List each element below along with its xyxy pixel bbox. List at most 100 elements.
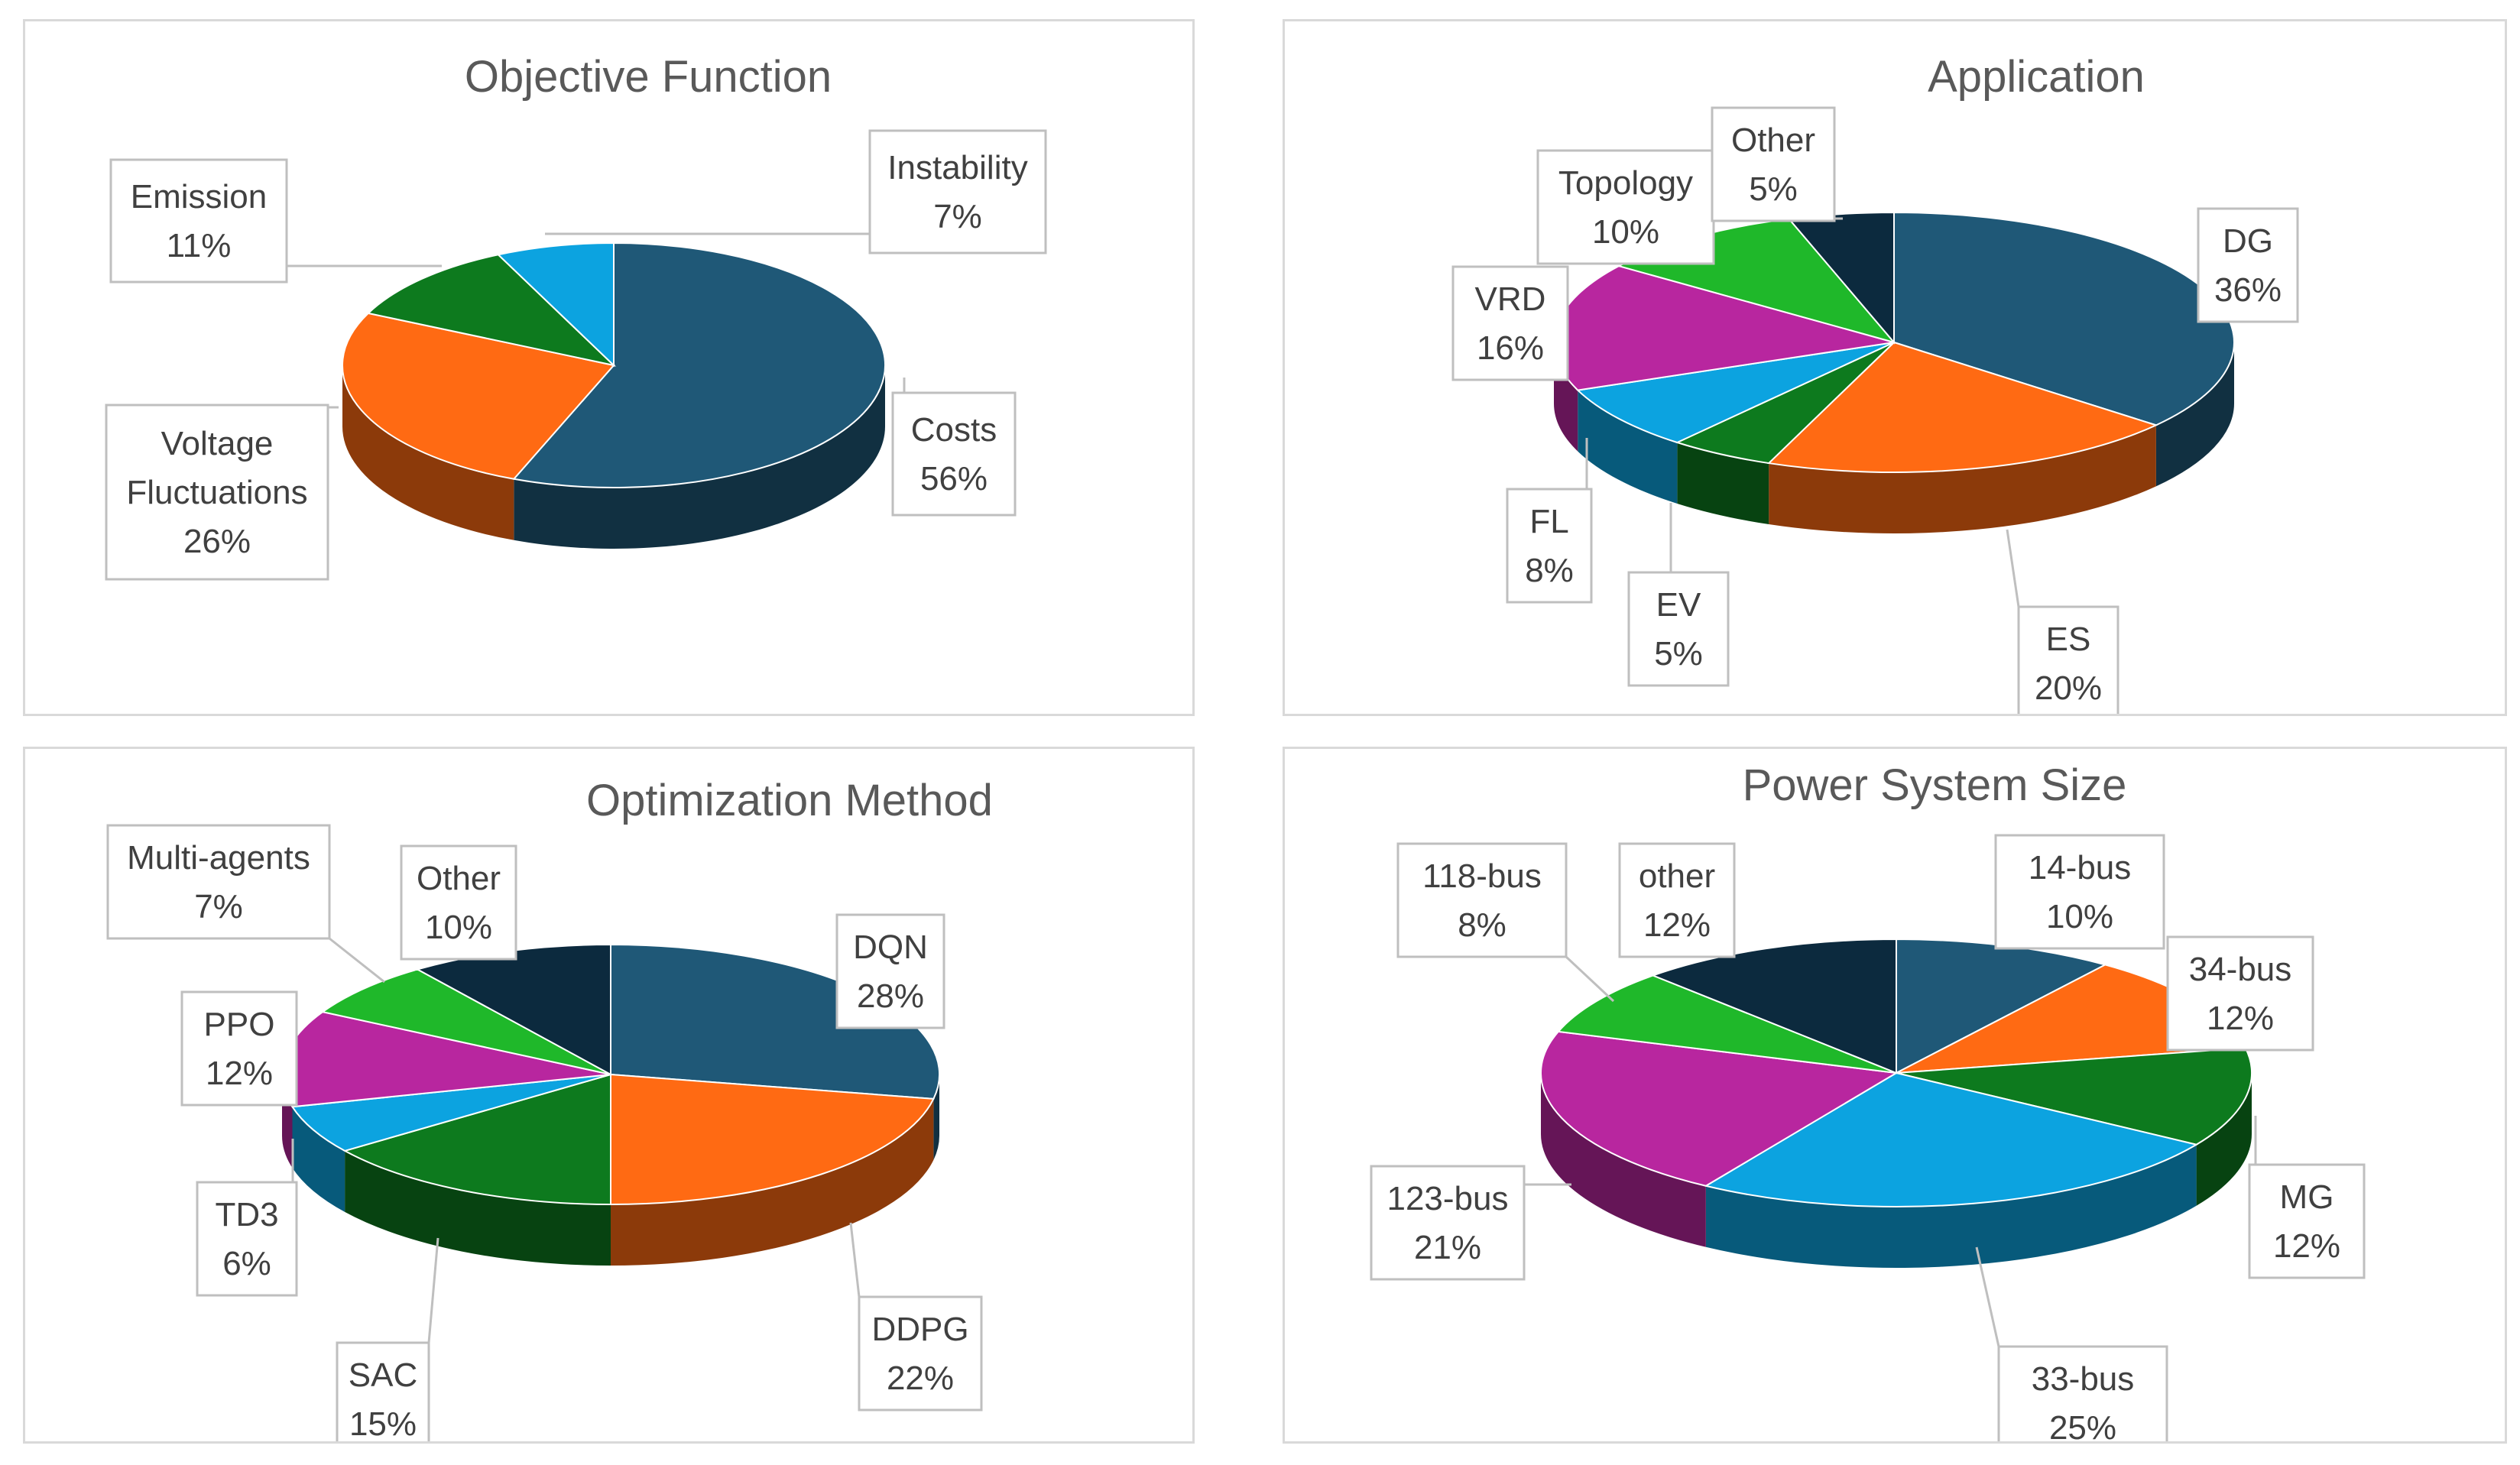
data-label-box-dg	[2197, 207, 2299, 323]
data-label-name-other: other	[1639, 857, 1715, 895]
pie-slice-td3	[290, 1074, 611, 1152]
pie-chart-svg: Optimization Method DQN 28% DDPG 22% SAC 15% T…	[106, 776, 993, 1441]
pie-slice-emission	[366, 254, 617, 367]
pie-side-ddpg	[611, 1098, 934, 1266]
leader-line-es	[2006, 529, 2020, 608]
pie-slice-123-bus	[1540, 1030, 1899, 1187]
data-label-name-123-bus: 123-bus	[1386, 1180, 1508, 1217]
data-label-name-vrd: VRD	[1475, 280, 1546, 318]
data-label-box-vrd	[1451, 265, 1569, 381]
chart-panel-application: Application DG 36% ES 20% EV 5% FL 8% VRD 16% Topo…	[1283, 19, 2507, 716]
data-label-pct-34-bus: 12%	[2207, 1000, 2274, 1037]
data-label-box-33-bus	[1997, 1345, 2168, 1441]
data-label-box-ppo	[180, 990, 298, 1107]
pie-side-voltage-fluctuations	[342, 365, 514, 540]
pie-side-td3	[292, 1107, 345, 1212]
pie-side-33-bus	[1705, 1144, 2197, 1268]
data-label-box-other	[1618, 842, 1736, 958]
chart-panel-optimization-method: Optimization Method DQN 28% DDPG 22% SAC 15% T…	[23, 747, 1195, 1444]
data-label-name-multi-agents: Multi-agents	[127, 839, 310, 877]
data-label-name-emission: Emission	[131, 178, 268, 216]
data-label-box-instability	[868, 129, 1047, 254]
data-label-name-voltage-fluctuations: Fluctuations	[126, 474, 307, 511]
data-label-pct-other: 12%	[1643, 906, 1711, 944]
chart-panel-objective-function: Objective Function Costs 56% Voltage Fluctu…	[23, 19, 1195, 716]
data-label-pct-dg: 36%	[2214, 271, 2282, 309]
data-label-pct-ddpg: 22%	[887, 1360, 954, 1397]
data-label-name-14-bus: 14-bus	[2029, 849, 2132, 886]
data-label-name-fl: FL	[1529, 503, 1568, 540]
data-label-name-sac: SAC	[349, 1356, 417, 1394]
pie-slice-33-bus	[1704, 1071, 2199, 1207]
data-label-pct-instability: 7%	[933, 198, 982, 235]
data-label-pct-ev: 5%	[1654, 635, 1703, 673]
data-label-pct-other: 5%	[1749, 170, 1798, 208]
pie-slice-voltage-fluctuations	[342, 312, 615, 480]
chart-title: Objective Function	[465, 52, 832, 102]
data-label-box-other	[1711, 106, 1836, 222]
leader-line-multi-agents	[329, 937, 385, 984]
data-label-pct-dqn: 28%	[857, 977, 924, 1015]
data-label-pct-ppo: 12%	[206, 1055, 273, 1092]
data-label-pct-118-bus: 8%	[1458, 906, 1506, 944]
pie-slice-ddpg	[610, 1073, 935, 1206]
data-label-name-other: Other	[417, 860, 501, 897]
data-label-pct-emission: 11%	[167, 227, 232, 264]
pie-side-ev	[1677, 442, 1769, 525]
pie-chart-svg: Application DG 36% ES 20% EV 5% FL 8% VRD 16% Topo…	[1451, 52, 2299, 714]
data-label-pct-33-bus: 25%	[2049, 1409, 2116, 1441]
data-label-name-33-bus: 33-bus	[2032, 1360, 2135, 1398]
pie-chart-svg: Power System Size 14-bus 10% 34-bus 12% MG 12…	[1370, 760, 2366, 1441]
data-label-name-ppo: PPO	[204, 1006, 275, 1043]
data-label-pct-14-bus: 10%	[2046, 898, 2113, 935]
data-label-box-118-bus	[1396, 842, 1568, 958]
data-label-name-34-bus: 34-bus	[2189, 951, 2292, 988]
data-label-box-topology	[1536, 149, 1715, 265]
data-label-box-34-bus	[2166, 935, 2314, 1052]
pie-slice-other	[1650, 938, 1897, 1074]
data-label-box-sac	[336, 1341, 430, 1441]
data-label-name-118-bus: 118-bus	[1422, 857, 1542, 895]
data-label-name-mg: MG	[2280, 1178, 2334, 1216]
pie-slice-fl	[1576, 342, 1895, 444]
data-label-pct-multi-agents: 7%	[194, 888, 243, 925]
leader-line-118-bus	[1565, 955, 1615, 1003]
data-label-name-es: ES	[2046, 621, 2091, 658]
data-label-pct-other: 10%	[425, 909, 492, 946]
pie-slice-mg	[1896, 1047, 2252, 1146]
pie-side-mg	[2196, 1073, 2252, 1206]
data-label-name-ev: EV	[1656, 586, 1701, 624]
data-label-box-dqn	[835, 913, 945, 1029]
data-label-pct-voltage-fluctuations: 26%	[183, 523, 251, 560]
pie-side-costs	[514, 365, 885, 549]
data-label-pct-costs: 56%	[920, 460, 988, 498]
data-label-box-mg	[2248, 1163, 2366, 1279]
chart-title: Application	[1928, 52, 2145, 102]
data-label-name-topology: Topology	[1558, 164, 1693, 202]
pie-side-fl	[1578, 390, 1678, 504]
pie-slice-instability	[496, 241, 615, 368]
pie-slice-118-bus	[1556, 974, 1897, 1074]
data-label-box-fl	[1506, 488, 1593, 604]
data-label-box-ev	[1627, 571, 1730, 687]
chart-title: Power System Size	[1743, 760, 2127, 810]
pie-chart-svg: Objective Function Costs 56% Voltage Fluctu…	[105, 52, 1047, 581]
data-label-pct-sac: 15%	[349, 1405, 417, 1441]
pie-slice-costs	[512, 241, 886, 488]
leader-line-33-bus	[1975, 1246, 2000, 1347]
pie-slice-multi-agents	[320, 968, 611, 1075]
data-label-box-123-bus	[1370, 1165, 1526, 1281]
pie-side-sac	[345, 1150, 611, 1266]
data-label-name-other: Other	[1731, 122, 1815, 159]
data-label-name-voltage-fluctuations: Voltage	[161, 425, 274, 462]
data-label-pct-fl: 8%	[1525, 552, 1574, 589]
leader-line-sac	[427, 1237, 439, 1343]
chart-title: Optimization Method	[586, 776, 993, 825]
data-label-box-voltage-fluctuations	[105, 404, 329, 581]
data-label-pct-123-bus: 21%	[1414, 1229, 1481, 1266]
data-label-name-dqn: DQN	[853, 929, 928, 966]
data-label-name-instability: Instability	[887, 149, 1027, 186]
data-label-name-dg: DG	[2223, 222, 2273, 260]
data-label-box-emission	[109, 158, 288, 284]
data-label-box-multi-agents	[106, 824, 331, 940]
